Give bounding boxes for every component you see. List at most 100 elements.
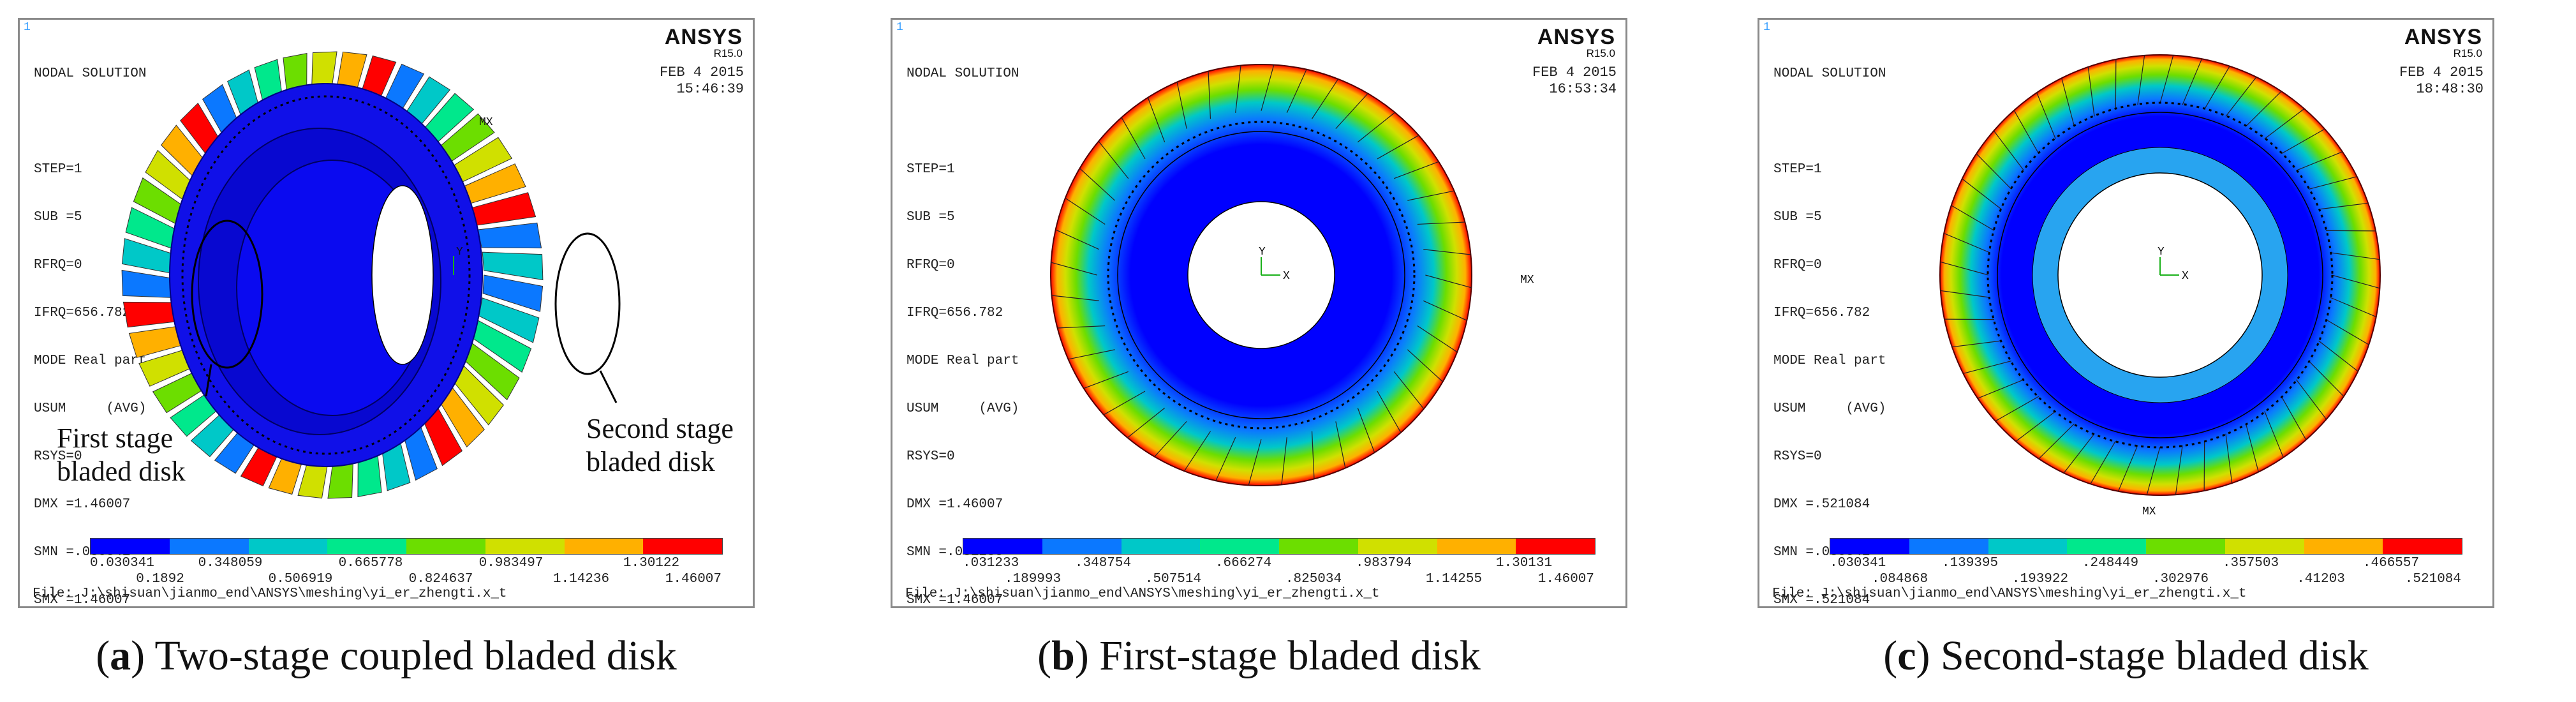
brand-name: ANSYS	[2404, 25, 2482, 49]
legend-value: .507514	[1144, 572, 1202, 586]
blade-edge	[2137, 55, 2145, 105]
info-line: STEP=1	[34, 162, 82, 177]
legend-swatch	[2383, 539, 2462, 554]
legend-swatch	[564, 539, 644, 554]
info-line: RFRQ=0	[907, 258, 955, 273]
blade-edge	[2036, 92, 2056, 139]
info-line: SMX =1.46007	[907, 593, 1003, 608]
solution-info: NODAL SOLUTION STEP=1 SUB =5 RFRQ=0 IFRQ…	[1773, 34, 1886, 640]
blade-edge	[2090, 440, 2116, 484]
legend-value: 0.030341	[90, 556, 154, 571]
blade-edge	[2318, 340, 2358, 372]
date-text: FEB 4 2015	[2399, 64, 2483, 80]
blade-edge	[1121, 117, 1146, 160]
blade-edge	[2038, 423, 2075, 459]
time-text: 18:48:30	[2416, 81, 2483, 97]
legend-swatch	[2146, 539, 2225, 554]
blade-edge	[2330, 252, 2380, 260]
blade-edge	[2330, 297, 2376, 318]
blade-edge	[1068, 349, 1115, 360]
disk-hole	[371, 185, 434, 365]
info-line: SMX =1.46007	[34, 593, 131, 608]
label-line: bladed disk	[57, 456, 186, 487]
blade-edge	[1951, 205, 1995, 231]
color-legend	[1830, 538, 2462, 555]
panel-second-stage: 1 NODAL SOLUTION STEP=1 SUB =5 RFRQ=0 IF…	[1758, 18, 2494, 608]
info-line: STEP=1	[907, 162, 955, 177]
brand-version: R15.0	[1586, 47, 1615, 59]
disk-ring-mesh	[1987, 101, 2334, 449]
disk-ring-mesh	[1107, 121, 1416, 429]
blade-edge	[1183, 431, 1211, 472]
info-line: NODAL SOLUTION	[34, 66, 147, 81]
legend-value: 1.46007	[1537, 572, 1594, 586]
callout-leader	[205, 364, 212, 397]
info-line: USUM (AVG)	[907, 401, 1019, 416]
blade-edge	[1407, 190, 1455, 201]
info-line: NODAL SOLUTION	[1773, 66, 1886, 81]
blade-edge	[1377, 391, 1402, 433]
blade-edge	[2281, 128, 2325, 154]
blade-edge	[1055, 229, 1100, 250]
legend-value: .666274	[1215, 556, 1272, 571]
disk-ring-mesh	[1997, 112, 2323, 438]
info-line: NODAL SOLUTION	[907, 66, 1019, 81]
x-axis-label: X	[2182, 270, 2189, 283]
blade-edge	[1940, 290, 1990, 298]
callout-second-stage	[554, 232, 621, 375]
x-axis-label: X	[1283, 270, 1290, 283]
legend-swatch	[1358, 539, 1437, 554]
legend-swatch	[1279, 539, 1358, 554]
info-line: DMX =.521084	[1773, 497, 1870, 512]
legend-value: 1.14255	[1425, 572, 1483, 586]
blade-edge	[1215, 437, 1236, 481]
blade-edge	[1057, 325, 1106, 329]
blade-edge	[1993, 130, 2024, 171]
blade-edge	[1208, 71, 1211, 119]
legend-value: .302976	[2152, 572, 2209, 586]
caption-letter: a	[110, 632, 131, 679]
legend-value: .248449	[2082, 556, 2139, 571]
info-line: RSYS=0	[1773, 449, 1822, 464]
blade-edge	[1083, 371, 1129, 389]
blade-edge	[1394, 161, 1439, 179]
legend-swatch	[1042, 539, 1121, 554]
legend-swatch	[1988, 539, 2068, 554]
max-marker: MX	[1520, 274, 1534, 287]
info-line: USUM (AVG)	[34, 401, 147, 416]
blade-edge	[1261, 64, 1275, 111]
legend-swatch	[1830, 539, 1909, 554]
contour-plot-first-stage: Y X MX	[1050, 64, 1534, 486]
blade-edge	[1051, 295, 1099, 301]
info-line: MODE Real part	[1773, 354, 1886, 368]
info-line: USUM (AVG)	[1773, 401, 1886, 416]
blade-edge	[1976, 153, 2012, 190]
label-line: bladed disk	[586, 446, 715, 477]
legend-swatch	[2067, 539, 2146, 554]
blade-edge	[1051, 262, 1097, 276]
info-line: IFRQ=656.782	[907, 306, 1003, 320]
info-line: SUB =5	[34, 210, 82, 225]
info-line: IFRQ=656.782	[34, 306, 131, 320]
legend-value: .189993	[1004, 572, 1062, 586]
legend-value: 1.30122	[623, 556, 680, 571]
blade-edge	[2264, 108, 2305, 139]
contour-plot-second-stage: Y X MX	[1939, 54, 2381, 518]
info-line: RFRQ=0	[34, 258, 82, 273]
caption-letter: b	[1051, 632, 1075, 679]
label-second-stage: Second stage bladed disk	[586, 412, 734, 479]
ansys-logo: ANSYS R15.0	[2404, 26, 2482, 59]
legend-value: .139395	[1941, 556, 1999, 571]
legend-swatch	[2304, 539, 2383, 554]
legend-value: 1.30131	[1495, 556, 1553, 571]
ansys-logo: ANSYS R15.0	[1537, 26, 1615, 59]
blade-edge	[2225, 433, 2233, 484]
blade-edge	[2245, 423, 2259, 472]
legend-value: 0.983497	[478, 556, 544, 571]
info-line: STEP=1	[1773, 162, 1822, 177]
label-line: First stage	[57, 422, 174, 454]
color-legend	[963, 538, 1595, 555]
info-line: RSYS=0	[907, 449, 955, 464]
legend-value: .031233	[963, 556, 1019, 571]
blade-edge	[1335, 93, 1368, 130]
